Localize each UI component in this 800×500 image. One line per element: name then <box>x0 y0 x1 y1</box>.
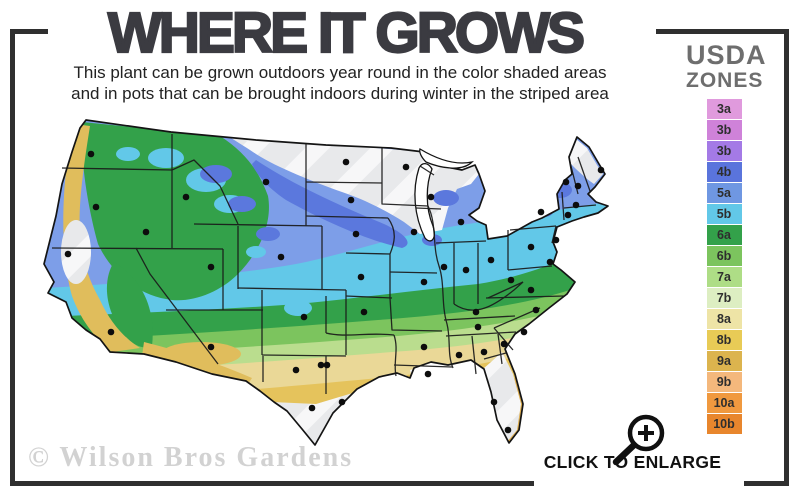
legend-zone-label: 6b <box>716 249 732 264</box>
frame-top-right <box>656 29 789 34</box>
legend-zone-swatch: 8b <box>706 330 742 351</box>
click-to-enlarge-label[interactable]: CLICK TO ENLARGE <box>543 452 722 472</box>
subtitle: This plant can be grown outdoors year ro… <box>20 63 660 104</box>
legend-zone-label: 3a <box>717 102 731 117</box>
subtitle-line-2: and in pots that can be brought indoors … <box>71 83 609 103</box>
legend-zone-label: 9a <box>717 354 731 369</box>
page-title: WHERE IT GROWS <box>107 0 586 66</box>
legend-zone-swatch: 10b <box>706 414 742 435</box>
legend-zone-label: 5a <box>717 186 731 201</box>
legend-zone-label: 3b <box>716 144 732 159</box>
magnifier-plus-icon[interactable] <box>600 403 672 469</box>
legend-zone-label: 10a <box>713 396 735 411</box>
legend-zone-swatch: 4b <box>706 162 742 183</box>
legend-zone-swatch: 3b <box>706 141 742 162</box>
legend-zone-swatch: 5b <box>706 204 742 225</box>
legend-zone-swatch: 9b <box>706 372 742 393</box>
legend-zone-label: 7a <box>717 270 731 285</box>
legend-title-zones: ZONES <box>686 69 764 92</box>
legend-zone-swatch: 10a <box>706 393 742 414</box>
legend-zone-label: 10b <box>713 417 735 432</box>
legend-zone-swatch: 9a <box>706 351 742 372</box>
legend-zone-swatch: 3b <box>706 120 742 141</box>
legend-zone-swatch: 6b <box>706 246 742 267</box>
frame-top-left-dash <box>10 29 48 34</box>
legend-zone-swatch: 7b <box>706 288 742 309</box>
legend-zone-label: 4b <box>716 165 732 180</box>
frame-left <box>10 29 15 486</box>
legend-zone-label: 7b <box>716 291 732 306</box>
legend-zone-label: 8b <box>716 333 732 348</box>
legend-zone-swatch: 8a <box>706 309 742 330</box>
watermark: © Wilson Bros Gardens <box>28 442 354 473</box>
usda-zones-legend: USDA ZONES 3a 3b 3b 4b 5a 5b 6a 6b 7a 7b <box>686 40 767 435</box>
usda-zone-map[interactable] <box>16 112 666 474</box>
legend-zone-label: 9b <box>716 375 732 390</box>
legend-zone-swatch: 3a <box>706 99 742 120</box>
frame-right <box>784 29 789 486</box>
legend-zone-swatch: 7a <box>706 267 742 288</box>
legend-zone-swatch: 5a <box>706 183 742 204</box>
legend-zone-stack: 3a 3b 3b 4b 5a 5b 6a 6b 7a 7b 8a 8b <box>686 99 762 435</box>
legend-title-usda: USDA <box>686 40 767 70</box>
frame-bottom-left <box>10 481 534 486</box>
subtitle-line-1: This plant can be grown outdoors year ro… <box>73 63 607 82</box>
us-outline <box>43 119 609 446</box>
legend-zone-swatch: 6a <box>706 225 742 246</box>
legend-zone-label: 8a <box>717 312 731 327</box>
legend-zone-label: 3b <box>716 123 732 138</box>
legend-zone-label: 5b <box>716 207 732 222</box>
city-dots <box>64 150 605 434</box>
legend-zone-label: 6a <box>717 228 731 243</box>
frame-bottom-right <box>744 481 789 486</box>
